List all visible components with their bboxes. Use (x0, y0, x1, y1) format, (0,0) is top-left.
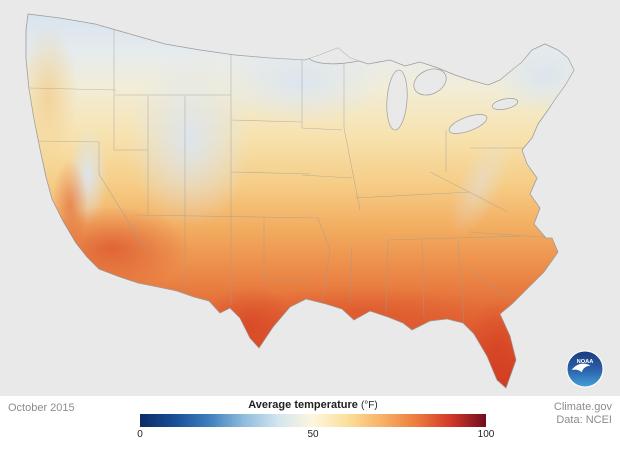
legend-title-text: Average temperature (248, 399, 358, 411)
noaa-logo-text: NOAA (577, 359, 594, 365)
tick-min: 0 (137, 429, 143, 440)
cool-region-appalachians (449, 134, 511, 236)
colorbar (140, 414, 486, 427)
source-credit: Climate.gov Data: NCEI (554, 401, 612, 427)
source-data: Data: NCEI (556, 414, 612, 427)
warm-region-west-coast (26, 25, 78, 165)
tick-max: 100 (477, 429, 495, 440)
colorbar-ticks: 0 50 100 (137, 429, 494, 442)
source-site: Climate.gov (553, 401, 612, 413)
cool-region-north-plains (215, 40, 385, 124)
hot-region-southwest (34, 206, 190, 290)
period-label: October 2015 (8, 402, 75, 414)
noaa-logo-circle (566, 350, 604, 388)
legend-title: Average temperature (°F) (140, 399, 486, 411)
hot-region-central-valley (52, 160, 88, 250)
map-area: NOAA (0, 0, 620, 396)
lake-huron (413, 68, 447, 96)
legend-units: (°F) (360, 400, 378, 411)
tick-mid: 50 (307, 429, 319, 440)
noaa-seagull-icon (571, 363, 591, 373)
state-borders (29, 16, 557, 323)
hot-region-gulf-coast (230, 286, 490, 338)
lake-erie (448, 114, 488, 134)
lake-ontario (491, 98, 519, 110)
us-temperature-map (25, 13, 575, 389)
temperature-legend: Average temperature (°F) 0 50 100 (137, 399, 494, 442)
lake-michigan (386, 69, 408, 131)
noaa-logo: NOAA (566, 350, 604, 388)
